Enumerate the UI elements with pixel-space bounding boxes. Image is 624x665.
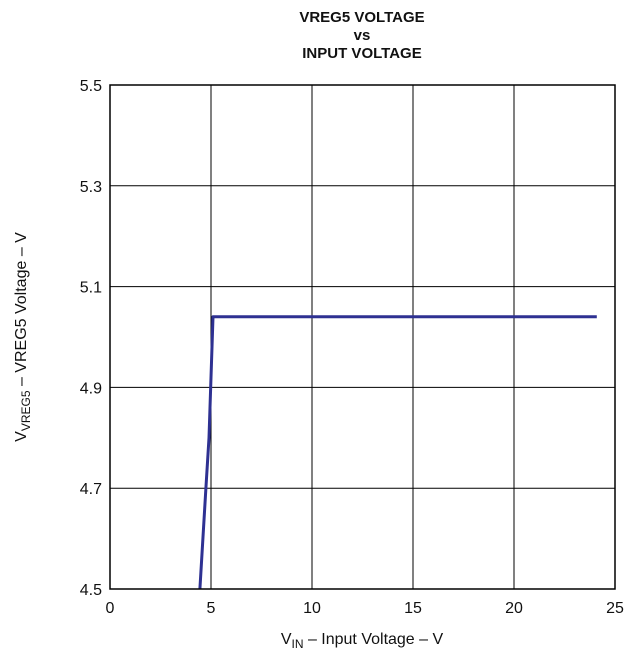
y-tick-label: 5.3	[80, 179, 102, 196]
y-tick-label: 5.5	[80, 78, 102, 95]
y-axis-label-rest: – VREG5 Voltage – V	[13, 232, 30, 391]
x-axis-label: VIN – Input Voltage – V	[281, 631, 444, 651]
x-tick-label: 25	[606, 600, 624, 617]
x-axis-label-main: V	[281, 631, 292, 648]
x-axis-label-rest: – Input Voltage – V	[304, 631, 444, 648]
y-tick-label: 4.9	[80, 380, 102, 397]
y-tick-label: 4.5	[80, 582, 102, 599]
y-axis-label-subscript: VREG5	[19, 390, 33, 431]
chart-title-line-3: INPUT VOLTAGE	[302, 45, 421, 62]
x-tick-labels: 0 5 10 15 20 25	[106, 600, 624, 617]
y-tick-label: 5.1	[80, 280, 102, 297]
x-tick-label: 0	[106, 600, 115, 617]
series-layer	[198, 315, 597, 590]
y-axis-label: VVREG5 – VREG5 Voltage – V	[13, 232, 33, 442]
x-tick-label: 20	[505, 600, 523, 617]
y-tick-labels: 4.5 4.7 4.9 5.1 5.3 5.5	[80, 78, 102, 599]
x-tick-label: 15	[404, 600, 422, 617]
series-line-0	[198, 315, 597, 590]
x-axis-label-subscript: IN	[292, 637, 304, 651]
chart-title: VREG5 VOLTAGE vs INPUT VOLTAGE	[299, 9, 424, 62]
plot-frame	[109, 84, 616, 590]
chart-title-line-2: vs	[354, 27, 371, 44]
y-axis-label-main: V	[13, 431, 30, 442]
grid	[109, 84, 616, 590]
x-tick-label: 5	[207, 600, 216, 617]
y-tick-label: 4.7	[80, 481, 102, 498]
chart-title-line-1: VREG5 VOLTAGE	[299, 9, 424, 26]
x-tick-label: 10	[303, 600, 321, 617]
